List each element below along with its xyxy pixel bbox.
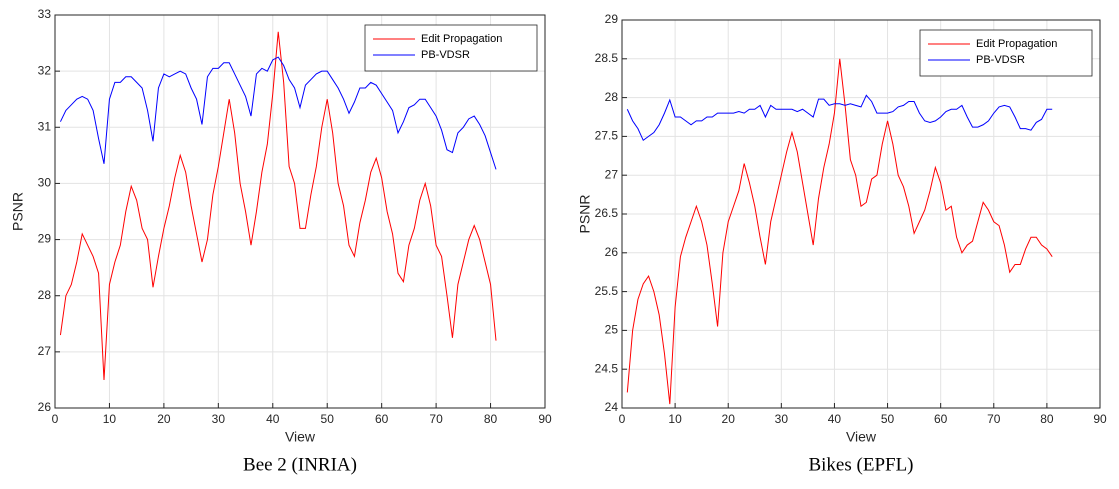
x-axis-label: View [285, 429, 316, 445]
y-tick-label: 29 [38, 232, 52, 246]
y-tick-label: 29 [605, 12, 619, 26]
x-tick-label: 50 [881, 412, 895, 426]
y-axis-label: PSNR [10, 192, 26, 231]
x-tick-label: 30 [775, 412, 789, 426]
x-tick-label: 70 [429, 412, 443, 426]
y-tick-label: 33 [38, 7, 52, 21]
legend-label: Edit Propagation [976, 38, 1057, 50]
x-tick-label: 60 [934, 412, 948, 426]
y-tick-label: 28.5 [595, 51, 619, 65]
legend-label: Edit Propagation [421, 33, 502, 45]
x-tick-label: 20 [722, 412, 736, 426]
x-tick-label: 0 [619, 412, 626, 426]
x-tick-label: 30 [212, 412, 226, 426]
x-tick-label: 60 [375, 412, 389, 426]
x-tick-label: 50 [321, 412, 335, 426]
y-tick-label: 28 [605, 90, 619, 104]
x-tick-label: 10 [103, 412, 117, 426]
plot-area [55, 15, 545, 408]
y-tick-label: 24 [605, 400, 619, 414]
x-tick-label: 40 [828, 412, 842, 426]
x-tick-label: 10 [668, 412, 682, 426]
x-tick-label: 40 [266, 412, 280, 426]
legend-box [364, 24, 538, 72]
axes-frame [621, 19, 1101, 409]
data-line [59, 56, 497, 170]
legend-label: PB-VDSR [976, 54, 1025, 66]
y-tick-label: 26 [605, 245, 619, 259]
y-tick-label: 27 [605, 167, 619, 181]
y-tick-label: 26 [38, 400, 52, 414]
legend-box [919, 29, 1093, 77]
y-axis-label: PSNR [577, 195, 593, 234]
x-tick-label: 90 [538, 412, 552, 426]
caption: Bee 2 (INRIA) [243, 454, 357, 475]
x-tick-label: 80 [1040, 412, 1054, 426]
x-tick-label: 20 [157, 412, 171, 426]
y-tick-label: 27.5 [595, 129, 619, 143]
y-tick-label: 28 [38, 288, 52, 302]
data-line [626, 58, 1053, 405]
y-tick-label: 26.5 [595, 206, 619, 220]
y-tick-label: 25 [605, 323, 619, 337]
data-line [626, 94, 1053, 142]
y-tick-label: 32 [38, 63, 52, 77]
x-tick-label: 90 [1093, 412, 1107, 426]
x-axis-label: View [846, 429, 877, 445]
y-tick-label: 24.5 [595, 361, 619, 375]
caption: Bikes (EPFL) [808, 454, 913, 475]
y-tick-label: 27 [38, 344, 52, 358]
y-tick-label: 31 [38, 119, 52, 133]
y-tick-label: 25.5 [595, 284, 619, 298]
x-tick-label: 70 [987, 412, 1001, 426]
legend-label: PB-VDSR [421, 49, 470, 61]
data-line [59, 31, 497, 380]
y-tick-label: 30 [38, 176, 52, 190]
x-tick-label: 0 [52, 412, 59, 426]
x-tick-label: 80 [484, 412, 498, 426]
axes-frame [54, 14, 546, 409]
